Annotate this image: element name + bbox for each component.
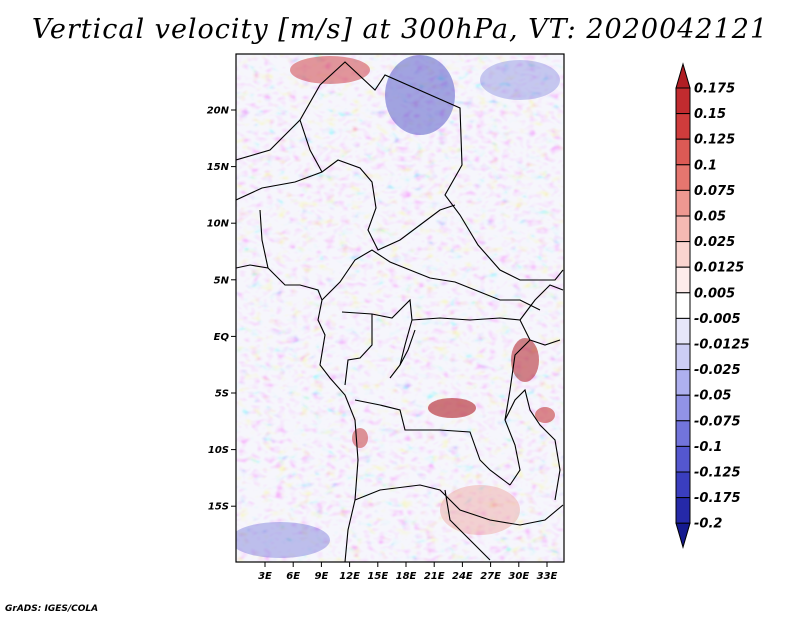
colorbar-segment [675, 138, 691, 166]
colorbar-label: 0.125 [694, 133, 735, 148]
lon-label: 3E [258, 571, 272, 582]
latitude-axis: 20N 15N 10N 5N EQ 5S 10S 15S [207, 106, 236, 513]
lon-label: 18E [396, 571, 417, 582]
colorbar-label: 0.1 [694, 158, 717, 173]
country-borders [236, 61, 564, 562]
lon-label: 12E [339, 571, 360, 582]
colorbar-label: -0.2 [694, 517, 722, 532]
colorbar-label: 0.15 [694, 107, 726, 122]
lon-label: 27E [480, 571, 501, 582]
colorbar-label: 0.025 [694, 235, 735, 250]
chart-title: Vertical velocity [m/s] at 300hPa, VT: 2… [31, 14, 769, 45]
lon-label: 21E [424, 571, 445, 582]
colorbar-label: -0.075 [694, 414, 741, 429]
lat-label: 10S [208, 445, 229, 456]
lat-label: 5S [215, 389, 229, 400]
lon-label: 24E [452, 571, 473, 582]
colorbar-segment [675, 215, 691, 243]
colorbar-label: -0.0125 [694, 338, 750, 353]
colorbar-segment [675, 164, 691, 191]
longitude-axis: 3E 6E 9E 12E 15E 18E 21E 24E 27E 30E 33E [258, 562, 558, 582]
velocity-field [236, 54, 564, 562]
lat-label: 15S [208, 502, 229, 513]
colorbar-label: 0.175 [694, 82, 735, 97]
colorbar-segment [675, 343, 691, 371]
lat-label: 20N [207, 106, 230, 117]
colorbar-segment [675, 497, 691, 524]
colorbar-label: -0.005 [694, 312, 741, 327]
colorbar-segment [675, 241, 691, 268]
lon-label: 30E [508, 571, 529, 582]
colorbar-segment [675, 113, 691, 140]
colorbar-segment [675, 317, 691, 345]
colorbar-segment [675, 62, 691, 89]
colorbar-label: -0.05 [694, 389, 731, 404]
colorbar-label: -0.025 [694, 363, 741, 378]
lat-label: 10N [207, 219, 230, 230]
colorbar-segment [675, 471, 691, 499]
lon-label: 9E [315, 571, 329, 582]
colorbar-segment [675, 189, 691, 217]
colorbar-segment [675, 420, 691, 447]
colorbar-label: 0.0125 [694, 261, 744, 276]
lat-label: EQ [214, 332, 230, 343]
colorbar-label: -0.1 [694, 440, 722, 455]
colorbar-label: 0.05 [694, 210, 726, 225]
colorbar-segment [675, 369, 691, 396]
colorbar-segment [675, 292, 691, 319]
lon-label: 33E [537, 571, 558, 582]
colorbar-label: -0.125 [694, 466, 741, 481]
colorbar-segment [675, 87, 691, 115]
lat-label: 5N [214, 275, 230, 286]
colorbar-segment [675, 266, 691, 294]
lon-label: 15E [367, 571, 388, 582]
colorbar-label: 0.075 [694, 184, 735, 199]
footer-credit: GrADS: IGES/COLA [5, 604, 99, 614]
lat-label: 15N [207, 162, 230, 173]
lon-label: 6E [286, 571, 300, 582]
colorbar-segment [675, 394, 691, 422]
colorbar-label: 0.005 [694, 286, 735, 301]
colorbar-segment [675, 522, 691, 549]
colorbar-label: -0.175 [694, 491, 741, 506]
map-frame [235, 53, 565, 563]
colorbar-segment [675, 445, 691, 473]
colorbar: 0.175 0.15 0.125 0.1 0.075 0.05 0.025 0.0125 0.0… [675, 62, 750, 549]
